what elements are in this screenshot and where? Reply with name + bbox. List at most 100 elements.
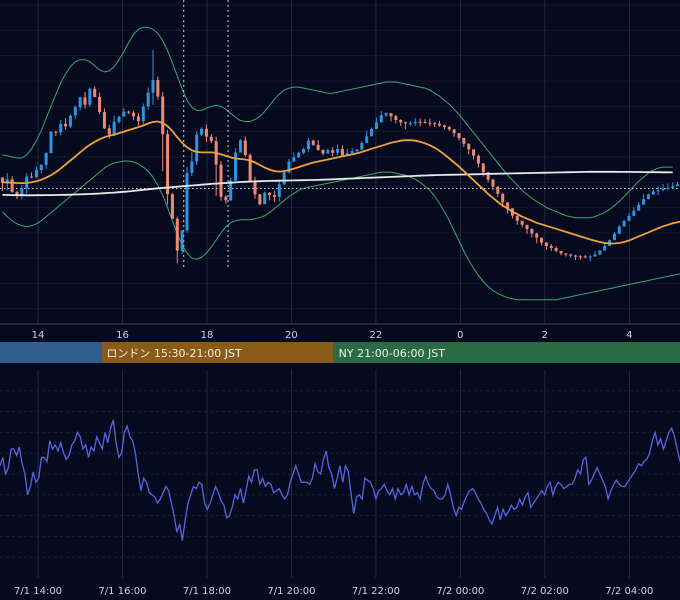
candle bbox=[73, 105, 77, 120]
candle-body bbox=[287, 161, 291, 173]
candle bbox=[588, 255, 592, 262]
candle bbox=[20, 185, 24, 200]
candle-body bbox=[277, 184, 281, 197]
candle-body bbox=[442, 125, 446, 128]
candle-body bbox=[117, 116, 121, 122]
candle bbox=[457, 133, 461, 141]
candle bbox=[98, 92, 102, 115]
candle-body bbox=[297, 152, 301, 158]
candle-body bbox=[243, 140, 247, 156]
candle-body bbox=[603, 245, 607, 251]
candle bbox=[676, 181, 680, 187]
candle bbox=[598, 249, 602, 256]
candle-body bbox=[102, 111, 106, 129]
rsi-axis-tick-label: 7/1 22:00 bbox=[352, 586, 400, 597]
candle bbox=[554, 246, 558, 253]
candle-body bbox=[588, 256, 592, 258]
candle-body bbox=[73, 107, 77, 116]
candle bbox=[617, 224, 621, 234]
candle bbox=[243, 136, 247, 157]
candle bbox=[68, 114, 72, 129]
candle bbox=[418, 118, 422, 127]
bollinger-bands bbox=[2, 26, 680, 301]
candle-body bbox=[64, 123, 68, 127]
candle bbox=[569, 253, 573, 258]
candle bbox=[292, 152, 296, 163]
candle bbox=[593, 250, 597, 257]
candle bbox=[496, 186, 500, 197]
price-chart bbox=[0, 0, 680, 325]
candle-body bbox=[350, 151, 354, 154]
candle bbox=[656, 186, 660, 196]
candle-body bbox=[379, 115, 383, 123]
candle bbox=[423, 119, 427, 124]
candle-body bbox=[452, 129, 456, 134]
candle bbox=[433, 121, 437, 127]
candle-body bbox=[209, 136, 213, 142]
candle bbox=[389, 113, 393, 122]
candle bbox=[559, 250, 563, 256]
candle-body bbox=[549, 245, 553, 248]
candle bbox=[491, 178, 495, 191]
candle-body bbox=[530, 229, 534, 234]
candle-body bbox=[574, 255, 578, 257]
candle bbox=[136, 112, 140, 126]
candle-body bbox=[190, 161, 194, 173]
candle-body bbox=[93, 88, 97, 97]
candle-body bbox=[569, 254, 573, 256]
candle bbox=[467, 143, 471, 155]
candle-body bbox=[292, 157, 296, 162]
candle-body bbox=[272, 195, 276, 197]
candle-body bbox=[326, 150, 330, 154]
candle bbox=[30, 172, 34, 179]
candle-body bbox=[472, 149, 476, 156]
price-axis-tick-label: 2 bbox=[542, 330, 548, 341]
rsi-grid bbox=[0, 370, 680, 578]
candle-body bbox=[433, 123, 437, 125]
candle-body bbox=[564, 253, 568, 255]
price-axis-tick-label: 20 bbox=[285, 330, 298, 341]
session-band bbox=[333, 342, 680, 363]
candle-body bbox=[5, 179, 9, 183]
candle-body bbox=[428, 122, 432, 124]
candle bbox=[214, 136, 218, 196]
candle-body bbox=[268, 192, 272, 196]
session-bar: ロンドン 15:30-21:00 JST NY 21:00-06:00 JST bbox=[0, 342, 680, 363]
candle-body bbox=[462, 137, 466, 144]
candle-body bbox=[20, 188, 24, 195]
candle bbox=[10, 176, 14, 193]
session-band bbox=[0, 342, 102, 363]
candle-body bbox=[238, 140, 242, 153]
candle-body bbox=[360, 142, 364, 150]
candle-body bbox=[345, 153, 349, 156]
candle-body bbox=[520, 220, 524, 225]
candle-body bbox=[525, 224, 529, 230]
candle bbox=[394, 114, 398, 124]
candle-body bbox=[559, 250, 563, 254]
candle-body bbox=[44, 152, 48, 165]
candle bbox=[127, 110, 131, 115]
candle bbox=[64, 118, 68, 130]
candle bbox=[195, 131, 199, 165]
candle-body bbox=[486, 172, 490, 180]
candle-body bbox=[311, 140, 315, 145]
candle bbox=[248, 153, 252, 182]
candle bbox=[646, 193, 650, 200]
candle-body bbox=[340, 149, 344, 156]
candle bbox=[83, 91, 87, 109]
candle-body bbox=[661, 188, 665, 191]
candle-body bbox=[637, 204, 641, 211]
candle bbox=[34, 166, 38, 178]
candle-body bbox=[98, 96, 102, 112]
ma-long-line bbox=[2, 170, 673, 197]
candle bbox=[612, 231, 616, 241]
candle-body bbox=[83, 97, 87, 105]
candle-body bbox=[39, 164, 43, 170]
candle-body bbox=[447, 127, 451, 130]
candle-body bbox=[506, 202, 510, 209]
candle bbox=[583, 255, 587, 259]
candle bbox=[345, 148, 349, 156]
candle bbox=[78, 96, 82, 111]
candle-body bbox=[107, 128, 111, 135]
candle bbox=[175, 216, 179, 264]
